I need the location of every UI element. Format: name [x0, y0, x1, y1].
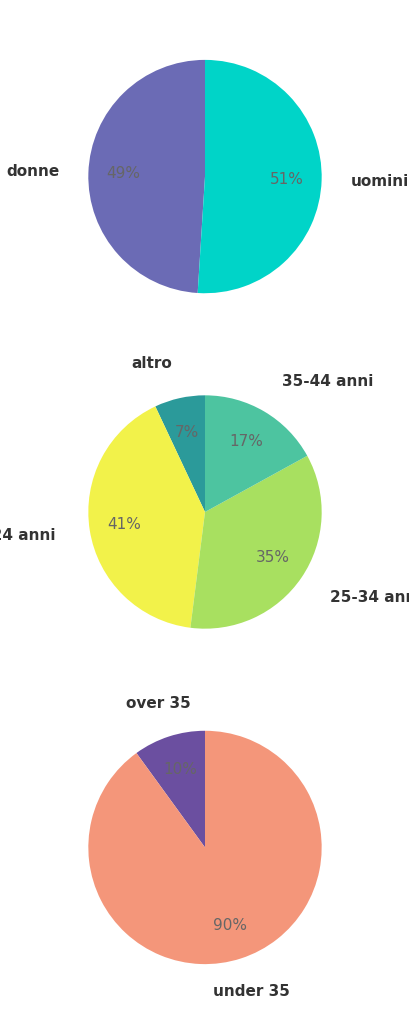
Text: 17%: 17%	[229, 434, 263, 450]
Wedge shape	[88, 731, 321, 965]
Text: donne: donne	[6, 165, 59, 179]
Text: 49%: 49%	[106, 167, 140, 181]
Wedge shape	[88, 59, 204, 293]
Text: under 35: under 35	[213, 984, 290, 999]
Text: 35%: 35%	[255, 551, 289, 565]
Text: 25-34 anni: 25-34 anni	[330, 590, 409, 605]
Text: altro: altro	[131, 356, 171, 372]
Text: 41%: 41%	[107, 517, 141, 532]
Wedge shape	[204, 395, 306, 512]
Text: 35-44 anni: 35-44 anni	[281, 374, 373, 389]
Text: 90%: 90%	[213, 918, 247, 933]
Text: over 35: over 35	[126, 695, 190, 711]
Text: 51%: 51%	[269, 172, 303, 186]
Text: 16-24 anni: 16-24 anni	[0, 528, 55, 543]
Wedge shape	[197, 59, 321, 293]
Wedge shape	[136, 731, 204, 848]
Wedge shape	[88, 407, 204, 628]
Text: 7%: 7%	[175, 425, 199, 439]
Wedge shape	[155, 395, 204, 512]
Text: uomini: uomini	[350, 174, 408, 188]
Wedge shape	[190, 456, 321, 629]
Text: 10%: 10%	[162, 762, 196, 777]
